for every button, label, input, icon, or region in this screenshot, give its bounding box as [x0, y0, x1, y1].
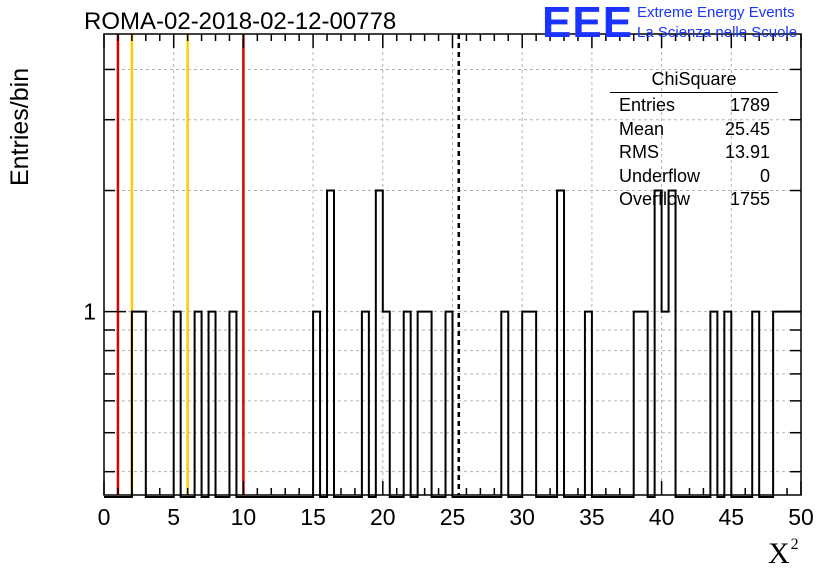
histogram-bin: [634, 312, 641, 495]
histogram-bin: [425, 312, 432, 495]
stats-row-underflow: Underflow 0: [610, 164, 778, 188]
histogram-bin: [501, 312, 508, 495]
histogram-bin: [641, 312, 648, 495]
x-tick-label: 35: [579, 504, 605, 530]
x-tick-label: 45: [719, 504, 745, 530]
x-tick-label: 0: [98, 504, 111, 530]
x-tick-label: 50: [788, 504, 814, 530]
chart-title: ROMA-02-2018-02-12-00778: [84, 8, 397, 35]
x-axis-label-base: X: [768, 537, 790, 570]
histogram-bin: [787, 312, 794, 495]
histogram-bin: [710, 312, 717, 495]
x-tick-label: 5: [167, 504, 180, 530]
histogram-bin: [585, 312, 592, 495]
stats-key: Entries: [619, 95, 676, 115]
x-tick-label: 20: [370, 504, 396, 530]
logo-mark: EEE: [542, 0, 634, 47]
stats-key: Mean: [619, 118, 665, 139]
histogram-bin: [724, 312, 731, 495]
stats-box: ChiSquare Entries 1789 Mean 25.45 RMS 13…: [610, 68, 778, 211]
histogram-bin: [229, 312, 236, 495]
histogram-bin: [752, 312, 759, 495]
histogram-bin: [327, 191, 334, 495]
histogram-bin: [174, 312, 181, 495]
stats-key: Underflow: [619, 165, 701, 186]
histogram-bin: [418, 312, 425, 495]
stats-row-rms: RMS 13.91: [610, 140, 778, 164]
stats-value: 13.91: [724, 142, 770, 162]
histogram-bin: [529, 312, 536, 495]
histogram-bin: [376, 191, 383, 495]
stats-row-mean: Mean 25.45: [610, 117, 778, 141]
axis-ticks: [103, 34, 802, 495]
histogram-bin: [669, 191, 676, 495]
x-tick-label: 25: [440, 504, 466, 530]
stats-key: RMS: [619, 142, 659, 162]
histogram-bin: [209, 312, 216, 495]
histogram-bin: [362, 312, 369, 495]
y-axis-label: Entries/bin: [6, 67, 34, 186]
histogram-bin: [773, 312, 780, 495]
histogram-bin: [404, 312, 411, 495]
histogram-bin: [313, 312, 320, 495]
stats-row-entries: Entries 1789: [610, 93, 778, 117]
histogram-bin: [557, 191, 564, 495]
histogram-bin: [780, 312, 787, 495]
histogram-bars: [104, 189, 801, 498]
stats-value: 0: [759, 165, 770, 186]
x-tick-label: 30: [509, 504, 535, 530]
histogram-bin: [195, 312, 202, 495]
histogram-bin: [662, 312, 669, 495]
histogram-bin: [522, 312, 529, 495]
x-tick-label: 15: [300, 504, 326, 530]
histogram-bin: [655, 191, 662, 495]
stats-key: Overflow: [619, 189, 691, 209]
x-tick-label: 10: [231, 504, 257, 530]
stats-value: 1789: [729, 95, 770, 115]
logo-line-1: Extreme Energy Events: [637, 4, 795, 21]
stats-row-overflow: Overflow 1755: [610, 187, 778, 211]
histogram-bin: [446, 312, 453, 495]
y-tick-label: 1: [83, 299, 96, 325]
stats-title: ChiSquare: [610, 68, 778, 93]
logo-line-2: La Scienza nelle Scuole: [637, 24, 798, 41]
x-axis-label-sup: 2: [790, 536, 799, 553]
histogram-outline: [104, 189, 801, 498]
axis-tick-labels: 0 5 10 15 20 25 30 35 40 45 50 1: [83, 299, 814, 530]
histogram-bin: [383, 312, 390, 495]
x-tick-label: 40: [649, 504, 675, 530]
marker-lines: [116, 34, 461, 495]
histogram-bin: [794, 312, 801, 495]
stats-value: 1755: [729, 189, 770, 209]
stats-value: 25.45: [724, 118, 770, 139]
histogram-bin: [139, 312, 146, 495]
x-axis-label: X2: [768, 536, 799, 571]
eee-logo: EEE Extreme Energy Events La Scienza nel…: [542, 0, 832, 47]
